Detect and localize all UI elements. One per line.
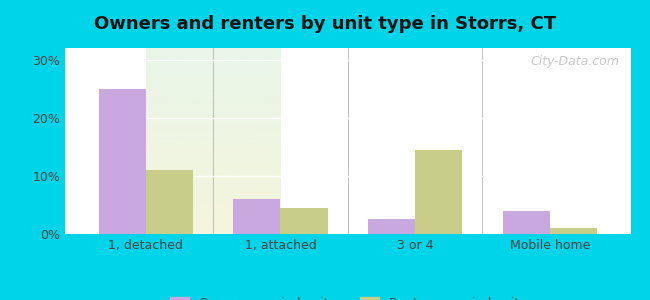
Bar: [233, 199, 280, 234]
Bar: [280, 208, 328, 234]
Bar: [146, 170, 193, 234]
Bar: [368, 220, 415, 234]
Text: Owners and renters by unit type in Storrs, CT: Owners and renters by unit type in Storr…: [94, 15, 556, 33]
Legend: Owner occupied units, Renter occupied units: Owner occupied units, Renter occupied un…: [165, 292, 530, 300]
Bar: [99, 89, 146, 234]
Bar: [550, 228, 597, 234]
Bar: [415, 150, 462, 234]
Bar: [502, 211, 550, 234]
Text: City-Data.com: City-Data.com: [530, 56, 619, 68]
